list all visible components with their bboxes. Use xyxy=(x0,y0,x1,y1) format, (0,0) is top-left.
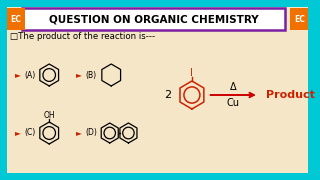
Text: (D): (D) xyxy=(86,129,98,138)
Text: (C): (C) xyxy=(25,129,36,138)
Text: I: I xyxy=(190,68,193,78)
Text: EC: EC xyxy=(10,15,21,24)
Text: QUESTION ON ORGANIC CHEMISTRY: QUESTION ON ORGANIC CHEMISTRY xyxy=(49,14,258,24)
Bar xyxy=(290,8,308,30)
Text: (B): (B) xyxy=(86,71,97,80)
Text: Δ: Δ xyxy=(230,82,236,92)
Text: ►: ► xyxy=(15,71,21,80)
Text: ►: ► xyxy=(76,71,82,80)
Text: 2: 2 xyxy=(164,90,171,100)
Bar xyxy=(22,8,285,30)
Text: Product: Product xyxy=(266,90,315,100)
Text: ►: ► xyxy=(15,129,21,138)
Text: □The product of the reaction is---: □The product of the reaction is--- xyxy=(10,31,155,40)
Text: Cu: Cu xyxy=(227,98,240,108)
Text: OH: OH xyxy=(44,111,55,120)
Bar xyxy=(7,8,25,30)
Text: ►: ► xyxy=(76,129,82,138)
Text: (A): (A) xyxy=(25,71,36,80)
Text: EC: EC xyxy=(294,15,305,24)
